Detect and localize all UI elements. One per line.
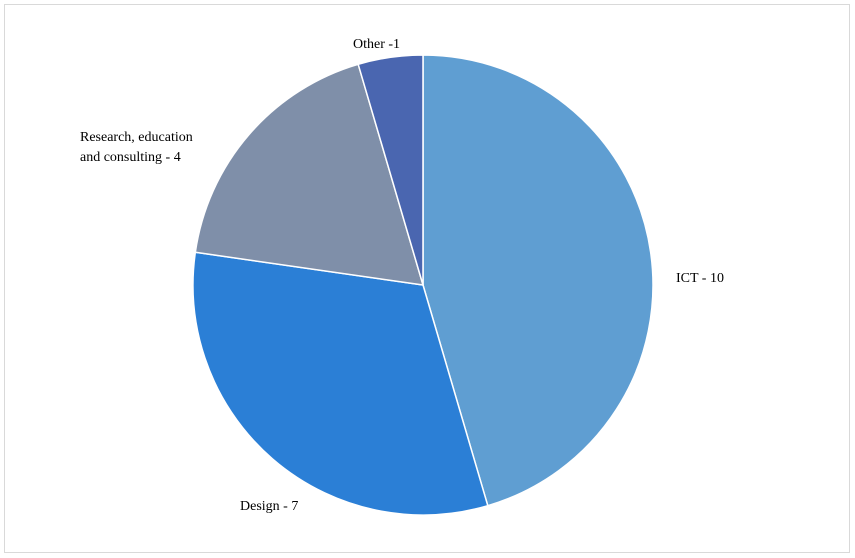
slice-label-design: Design - 7 <box>240 499 298 514</box>
pie-slice-research <box>194 63 425 286</box>
slice-label-research: Research, education and consulting - 4 <box>80 130 193 165</box>
slice-label-other: Other -1 <box>353 37 400 52</box>
slice-label-ict: ICT - 10 <box>676 271 724 286</box>
pie-slices <box>192 54 654 516</box>
pie-slice-ict <box>422 54 654 507</box>
pie-slice-other <box>357 54 424 286</box>
pie-labels: ICT - 10 Design - 7 Research, education a… <box>80 37 724 514</box>
pie-slice-design <box>192 251 489 516</box>
